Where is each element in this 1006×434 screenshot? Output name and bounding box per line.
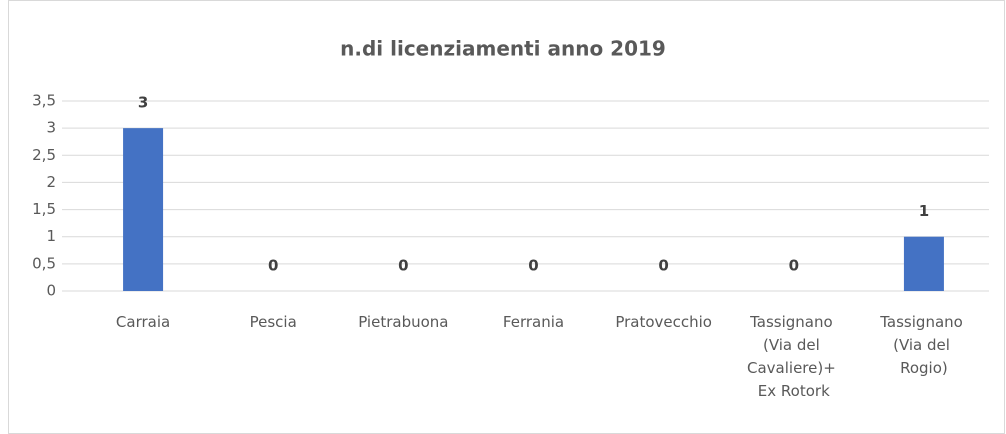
x-tick-label: Tassignano (Via del Rogio) [879,313,967,377]
data-label: 0 [528,257,538,275]
data-label: 0 [398,257,408,275]
data-label: 3 [138,94,148,112]
bar [123,128,164,291]
chart-title: n.di licenziamenti anno 2019 [340,37,666,61]
x-tick-label: Pietrabuona [358,313,448,331]
x-tick-label: Tassignano (Via del Cavaliere)+ Ex Rotor… [747,313,841,400]
data-label: 0 [658,257,668,275]
y-tick-label: 2 [46,173,56,191]
y-tick-label: 0 [46,282,56,300]
chart-frame [8,0,1005,434]
y-tick-label: 3 [46,119,56,137]
x-tick-label: Ferrania [503,313,564,331]
y-tick-label: 2,5 [32,146,56,164]
data-label: 1 [919,202,929,220]
bar [903,236,944,291]
x-tick-label: Pescia [250,313,297,331]
y-tick-label: 0,5 [32,254,56,272]
x-tick-label: Carraia [116,313,170,331]
y-tick-label: 1 [46,227,56,245]
data-label: 0 [268,257,278,275]
y-tick-label: 1,5 [32,200,56,218]
y-tick-label: 3,5 [32,92,56,110]
x-tick-label: Pratovecchio [615,313,712,331]
data-label: 0 [789,257,799,275]
